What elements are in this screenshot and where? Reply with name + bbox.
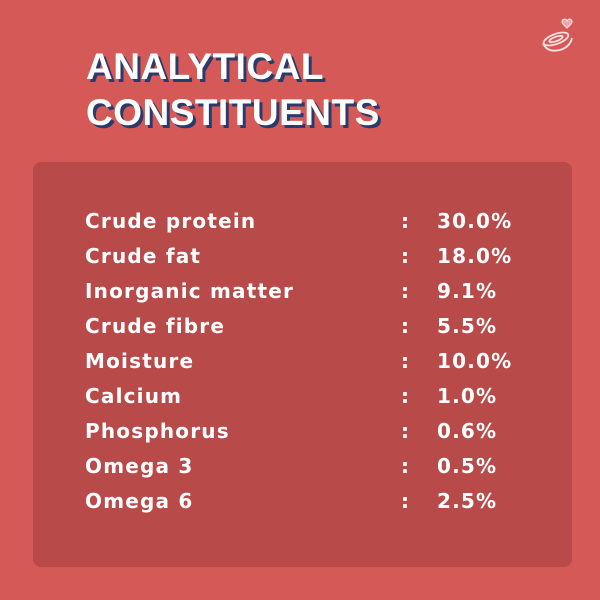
row-separator: : [401,489,411,513]
row-value: 0.6% [437,419,498,443]
table-row: Crude fibre: 5.5% [33,311,572,341]
row-value: 2.5% [437,489,498,513]
bowl-icon [542,18,573,52]
row-label: Crude fibre [85,314,226,338]
row-separator: : [401,349,411,373]
row-value: 18.0% [437,244,513,268]
row-label: Crude fat [85,244,202,268]
row-label: Phosphorus [85,419,230,443]
row-separator: : [401,314,411,338]
row-value: 0.5% [437,454,498,478]
row-separator: : [401,279,411,303]
row-label: Moisture [85,349,195,373]
row-value: 10.0% [437,349,513,373]
table-row: Calcium: 1.0% [33,381,572,411]
row-value: 5.5% [437,314,498,338]
row-separator: : [401,244,411,268]
row-value: 1.0% [437,384,498,408]
table-row: Omega 3: 0.5% [33,451,572,481]
row-label: Inorganic matter [85,279,295,303]
row-label: Omega 6 [85,489,194,513]
row-separator: : [401,454,411,478]
row-value: 9.1% [437,279,498,303]
row-value: 30.0% [437,209,513,233]
table-row: Omega 6: 2.5% [33,486,572,516]
table-row: Crude fat: 18.0% [33,241,572,271]
table-row: Moisture: 10.0% [33,346,572,376]
table-panel: Crude protein: 30.0% Crude fat: 18.0% Inorga… [33,162,572,567]
table-row: Inorganic matter: 9.1% [33,276,572,306]
row-label: Omega 3 [85,454,194,478]
table-row: Crude protein: 30.0% [33,206,572,236]
row-separator: : [401,209,411,233]
table-row: Phosphorus: 0.6% [33,416,572,446]
row-label: Calcium [85,384,183,408]
row-separator: : [401,419,411,443]
row-separator: : [401,384,411,408]
row-label: Crude protein [85,209,257,233]
title-line: ANALYTICAL [86,46,324,87]
title-line: CONSTITUENTS [86,92,380,133]
